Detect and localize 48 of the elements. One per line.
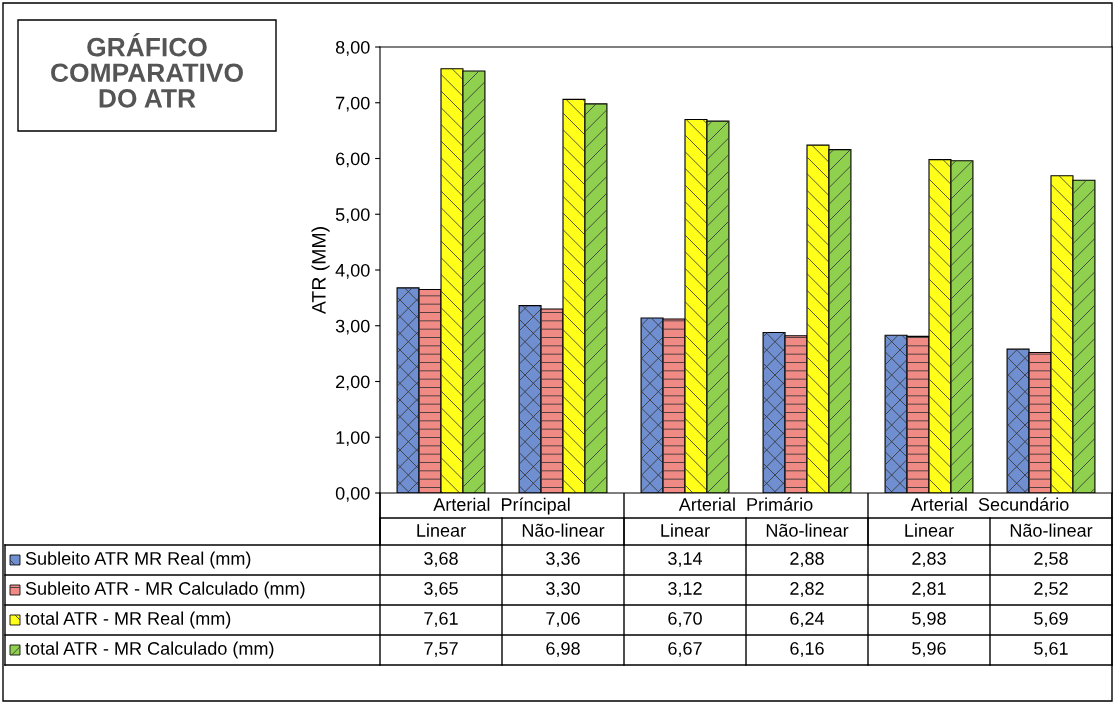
data-label: 6,16	[790, 642, 824, 657]
data-label: 5,61	[1034, 642, 1068, 657]
data-label: 3,68	[424, 552, 458, 567]
legend-label: total ATR - MR Calculado (mm)	[25, 641, 274, 659]
data-label: 3,36	[546, 552, 580, 567]
x-tick-label: Não-linear	[1010, 523, 1093, 537]
data-label: 2,58	[1034, 552, 1068, 567]
data-label: 6,67	[668, 642, 702, 657]
y-tick-label: 4,00	[335, 263, 370, 279]
x-tick-label: Linear	[661, 523, 710, 537]
data-label: 2,82	[790, 582, 824, 597]
data-label: 2,81	[912, 582, 946, 597]
text: Arterial Secundário	[910, 497, 1069, 511]
data-label: 7,06	[546, 612, 580, 627]
data-label: 6,98	[546, 642, 580, 657]
data-label: 7,57	[424, 642, 458, 657]
data-label: 3,14	[668, 552, 703, 567]
y-tick-label: 5,00	[335, 208, 370, 224]
data-label: 5,69	[1034, 612, 1068, 627]
x-tick-label: Linear	[417, 523, 466, 537]
data-label: 5,98	[912, 612, 946, 627]
y-axis-title: ATR (MM)	[311, 227, 330, 315]
y-tick-label: 0,00	[335, 486, 370, 502]
data-label: 6,24	[790, 612, 825, 627]
x-tick-label: Não-linear	[522, 523, 605, 537]
y-tick-label: 6,00	[336, 152, 370, 168]
data-label: 7,61	[424, 612, 458, 627]
y-tick-label: 1,00	[336, 431, 370, 447]
y-tick-label: 7,00	[336, 96, 370, 112]
y-tick-label: 3,00	[335, 319, 370, 335]
data-label: 3,65	[424, 582, 458, 597]
legend-label: total ATR - MR Real (mm)	[25, 611, 231, 629]
data-label: 2,88	[790, 552, 824, 567]
text: Arterial Primário	[678, 497, 813, 511]
data-label: 2,52	[1034, 582, 1068, 597]
legend-label: Subleito ATR MR Real (mm)	[25, 551, 251, 569]
text: Arterial Príncipal	[433, 497, 570, 515]
text: GRÁFICO COMPARATIVO DO ATR	[51, 32, 243, 108]
y-tick-label: 2,00	[336, 375, 370, 391]
data-label: 5,96	[912, 642, 946, 657]
data-label: 6,70	[668, 612, 702, 627]
data-label: 3,30	[546, 582, 580, 597]
x-tick-label: Não-linear	[766, 523, 849, 537]
data-label: 3,12	[668, 582, 702, 597]
legend-label: Subleito ATR - MR Calculado (mm)	[25, 581, 305, 599]
x-tick-label: Linear	[905, 523, 954, 537]
data-label: 2,83	[912, 552, 946, 567]
y-tick-label: 8,00	[335, 40, 370, 56]
